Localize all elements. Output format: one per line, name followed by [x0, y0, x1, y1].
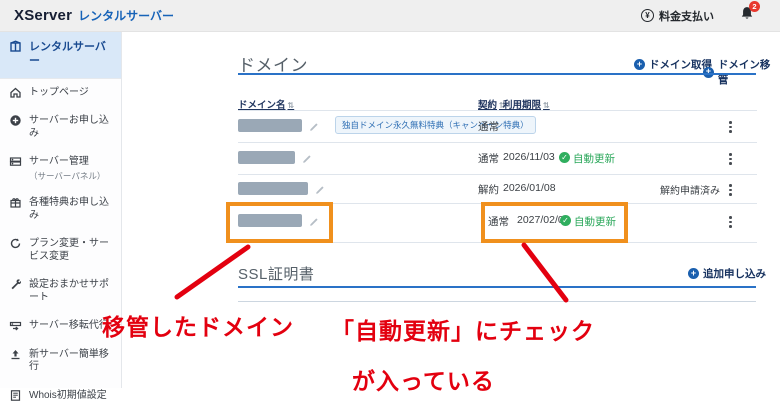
sidebar-item-top-page[interactable]: トップページ	[0, 79, 121, 108]
xserver-logo[interactable]: XServer レンタルサーバー	[14, 7, 174, 24]
domain-name-redacted	[238, 119, 302, 132]
sidebar-item-plan-change[interactable]: プラン変更・サービス変更	[0, 230, 121, 271]
domain-transfer-button[interactable]: + ドメイン移管	[703, 57, 780, 87]
contract-cell: 解約	[478, 184, 499, 196]
row-menu-kebab[interactable]	[727, 119, 734, 135]
sidebar-item-setup-support[interactable]: 設定おまかせサポート	[0, 271, 121, 312]
domain-acquire-button[interactable]: + ドメイン取得	[634, 57, 712, 72]
sidebar-item-label: レンタルサーバー	[29, 41, 106, 67]
auto-renew-label: 自動更新	[574, 216, 616, 228]
notification-count-badge: 2	[749, 0, 760, 12]
annotation-auto-renew-line2: が入っている	[352, 368, 495, 394]
top-header-bar: XServer レンタルサーバー ¥ 料金支払い 2	[0, 0, 780, 32]
server-move-icon	[9, 319, 22, 332]
sidebar-item-label: サーバーお申し込み	[29, 115, 109, 139]
sidebar-item-benefits-apply[interactable]: 各種特典お申し込み	[0, 189, 121, 230]
free-domain-badge: 独自ドメイン永久無料特典（キャンペーン特典）	[335, 116, 536, 134]
contract-cell: 通常	[478, 153, 499, 165]
refresh-icon	[9, 237, 22, 250]
plus-circle-icon	[9, 114, 22, 127]
edit-pencil-icon[interactable]	[309, 214, 320, 232]
annotation-transferred-domain: 移管したドメイン	[102, 314, 294, 340]
sidebar-item-rental-server[interactable]: レンタルサーバー	[0, 32, 121, 78]
sidebar-item-server-manage[interactable]: サーバー管理 （サーバーパネル）	[0, 148, 121, 189]
row-menu-kebab[interactable]	[727, 182, 734, 198]
server-panel-icon	[9, 155, 22, 168]
contract-cell: 通常	[478, 121, 499, 133]
domain-section-title: ドメイン	[238, 56, 308, 75]
red-arrow-right	[521, 242, 569, 303]
sidebar-item-label: プラン変更・サービス変更	[29, 238, 109, 262]
home-icon	[9, 86, 22, 99]
sort-icon: ⇅	[499, 101, 506, 110]
sidebar-item-server-transfer[interactable]: サーバー移転代行	[0, 312, 121, 341]
edit-pencil-icon[interactable]	[302, 151, 313, 169]
sidebar-item-label: サーバー管理 （サーバーパネル）	[29, 156, 106, 181]
edit-pencil-icon[interactable]	[315, 182, 326, 200]
domain-title-rule	[238, 73, 756, 75]
sidebar-item-label: サーバー移転代行	[29, 320, 109, 332]
row-divider	[238, 203, 757, 204]
sidebar-item-server-apply[interactable]: サーバーお申し込み	[0, 107, 121, 148]
row-menu-kebab[interactable]	[727, 214, 734, 230]
sidebar-item-label: 各種特典お申し込み	[29, 197, 109, 221]
cancel-requested-note: 解約申請済み	[660, 186, 720, 197]
annotation-auto-renew-line1: 「自動更新」にチェック	[331, 318, 595, 344]
row-menu-kebab[interactable]	[727, 151, 734, 167]
notification-bell-button[interactable]: 2	[740, 0, 760, 26]
sort-icon: ⇅	[287, 101, 295, 110]
logo-secondary-text: レンタルサーバー	[78, 9, 175, 23]
row-divider	[238, 110, 757, 111]
sidebar-item-sublabel: （サーバーパネル）	[29, 170, 106, 181]
column-header-contract[interactable]: 契約 ⇅	[478, 100, 506, 111]
migration-icon	[9, 348, 22, 361]
auto-renew-label: 自動更新	[573, 153, 615, 165]
row-divider	[238, 174, 757, 175]
contract-cell: 通常	[488, 216, 509, 228]
expiry-cell: 2026/11/03	[503, 151, 555, 163]
auto-renew-check-icon: ✓	[560, 215, 571, 226]
gift-icon	[9, 196, 22, 209]
yen-circle-icon: ¥	[641, 9, 654, 22]
expiry-cell: 2026/01/08	[503, 182, 556, 194]
row-divider	[238, 242, 757, 243]
wrench-icon	[9, 278, 22, 291]
column-header-domain-name[interactable]: ドメイン名 ⇅	[238, 100, 295, 111]
expiry-cell: 2027/02/02	[517, 214, 570, 226]
row-divider	[238, 142, 757, 143]
sidebar-item-label: 新サーバー簡単移行	[29, 348, 109, 373]
sidebar-item-easy-migration[interactable]: 新サーバー簡単移行	[0, 341, 121, 382]
edit-pencil-icon[interactable]	[309, 119, 320, 137]
sort-icon: ⇅	[543, 101, 550, 110]
sidebar-item-label: Whois初期値設定	[29, 389, 107, 401]
document-icon	[9, 389, 22, 402]
ssl-add-button[interactable]: + 追加申し込み	[688, 266, 766, 281]
ssl-section-title: SSL証明書	[238, 266, 315, 283]
logo-primary-text: XServer	[14, 7, 73, 24]
plus-circle-icon: +	[688, 268, 699, 279]
sidebar-item-wordpress-theme[interactable]: WordPressテーマ	[0, 410, 121, 417]
domain-name-redacted	[238, 151, 295, 164]
domain-name-redacted	[238, 214, 302, 227]
ssl-title-rule	[238, 286, 756, 288]
sidebar-item-whois-settings[interactable]: Whois初期値設定	[0, 382, 121, 411]
plus-circle-icon: +	[703, 66, 714, 78]
plus-circle-icon: +	[634, 59, 645, 70]
payment-label: 料金支払い	[659, 10, 714, 23]
sidebar-divider	[0, 77, 121, 79]
auto-renew-check-icon: ✓	[559, 152, 570, 163]
domain-name-redacted	[238, 182, 308, 195]
sidebar-nav: レンタルサーバー トップページ サーバーお申し込み サーバー管理 （サーバーパネル…	[0, 32, 122, 401]
payment-button[interactable]: ¥ 料金支払い	[641, 8, 714, 24]
column-header-expiry[interactable]: 利用期限 ⇅	[503, 100, 550, 111]
sidebar-item-label: 設定おまかせサポート	[29, 279, 109, 303]
server-box-icon	[9, 40, 22, 53]
ssl-table-rule	[238, 301, 756, 302]
sidebar-item-label: トップページ	[29, 86, 89, 98]
